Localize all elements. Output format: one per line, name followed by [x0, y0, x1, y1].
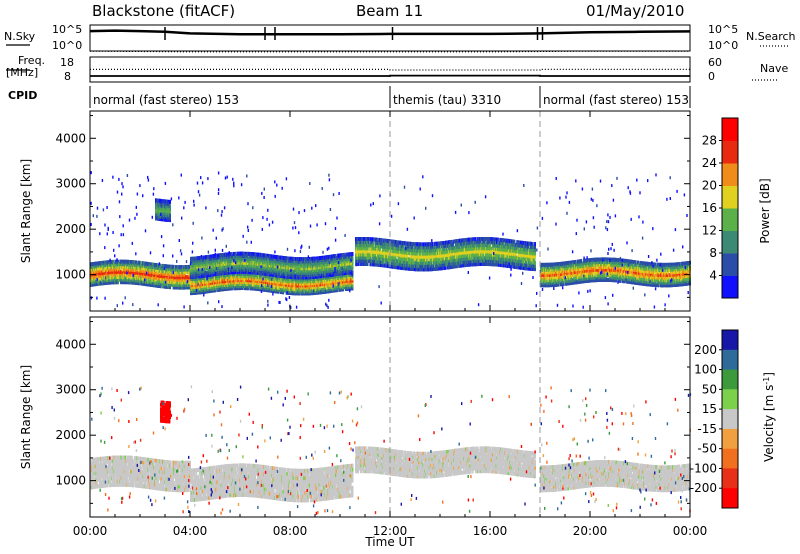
- freq-left-unit: [MHz]: [6, 66, 38, 79]
- power-cell: [169, 214, 171, 218]
- cpid-segment-label: themis (tau) 3310: [393, 93, 501, 107]
- date-title: 01/May/2010: [586, 2, 684, 20]
- freq-right-tick-high: 60: [708, 56, 722, 69]
- cpid-segment-label: normal (fast stereo) 153: [93, 93, 239, 107]
- freq-left-tick-high: 18: [60, 56, 74, 69]
- noise-right-tick-high: 10^5: [708, 23, 738, 36]
- station-title: Blackstone (fitACF): [92, 2, 235, 20]
- noise-left-tick-low: 10^0: [52, 39, 82, 52]
- nsky-trace: [90, 31, 690, 35]
- noise-left-tick-high: 10^5: [52, 23, 82, 36]
- power-cell: [169, 205, 171, 209]
- cpid-segments: normal (fast stereo) 153 themis (tau) 331…: [93, 86, 689, 108]
- freq-right-tick-low: 0: [708, 70, 715, 83]
- nave-label: Nave: [760, 62, 788, 75]
- power-cell: [169, 200, 171, 204]
- nave-trace: [90, 69, 690, 70]
- noise-right-label: N.Search: [746, 30, 796, 43]
- noise-left-label: N.Sky: [4, 30, 36, 43]
- noise-traces: [90, 27, 690, 52]
- noise-right-tick-low: 10^0: [708, 39, 738, 52]
- beam-title: Beam 11: [356, 2, 423, 20]
- cpid-label: CPID: [8, 89, 37, 102]
- cpid-segment-label: normal (fast stereo) 153: [543, 93, 689, 107]
- noise-panel-frame: [90, 25, 690, 51]
- freq-left-tick-low: 8: [64, 70, 71, 83]
- freq-traces: [90, 69, 690, 76]
